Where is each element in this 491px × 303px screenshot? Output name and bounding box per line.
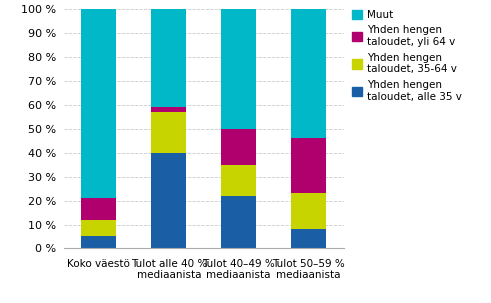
- Legend: Muut, Yhden hengen
taloudet, yli 64 v, Yhden hengen
taloudet, 35-64 v, Yhden hen: Muut, Yhden hengen taloudet, yli 64 v, Y…: [352, 9, 462, 102]
- Bar: [291, 9, 326, 138]
- Bar: [151, 153, 186, 248]
- Bar: [82, 198, 116, 220]
- Bar: [82, 220, 116, 237]
- Bar: [291, 193, 326, 229]
- Bar: [151, 9, 186, 107]
- Bar: [221, 196, 256, 248]
- Bar: [291, 138, 326, 193]
- Bar: [82, 237, 116, 248]
- Bar: [221, 129, 256, 165]
- Bar: [221, 9, 256, 129]
- Bar: [151, 112, 186, 153]
- Bar: [151, 107, 186, 112]
- Bar: [291, 229, 326, 248]
- Bar: [82, 9, 116, 198]
- Bar: [221, 165, 256, 196]
